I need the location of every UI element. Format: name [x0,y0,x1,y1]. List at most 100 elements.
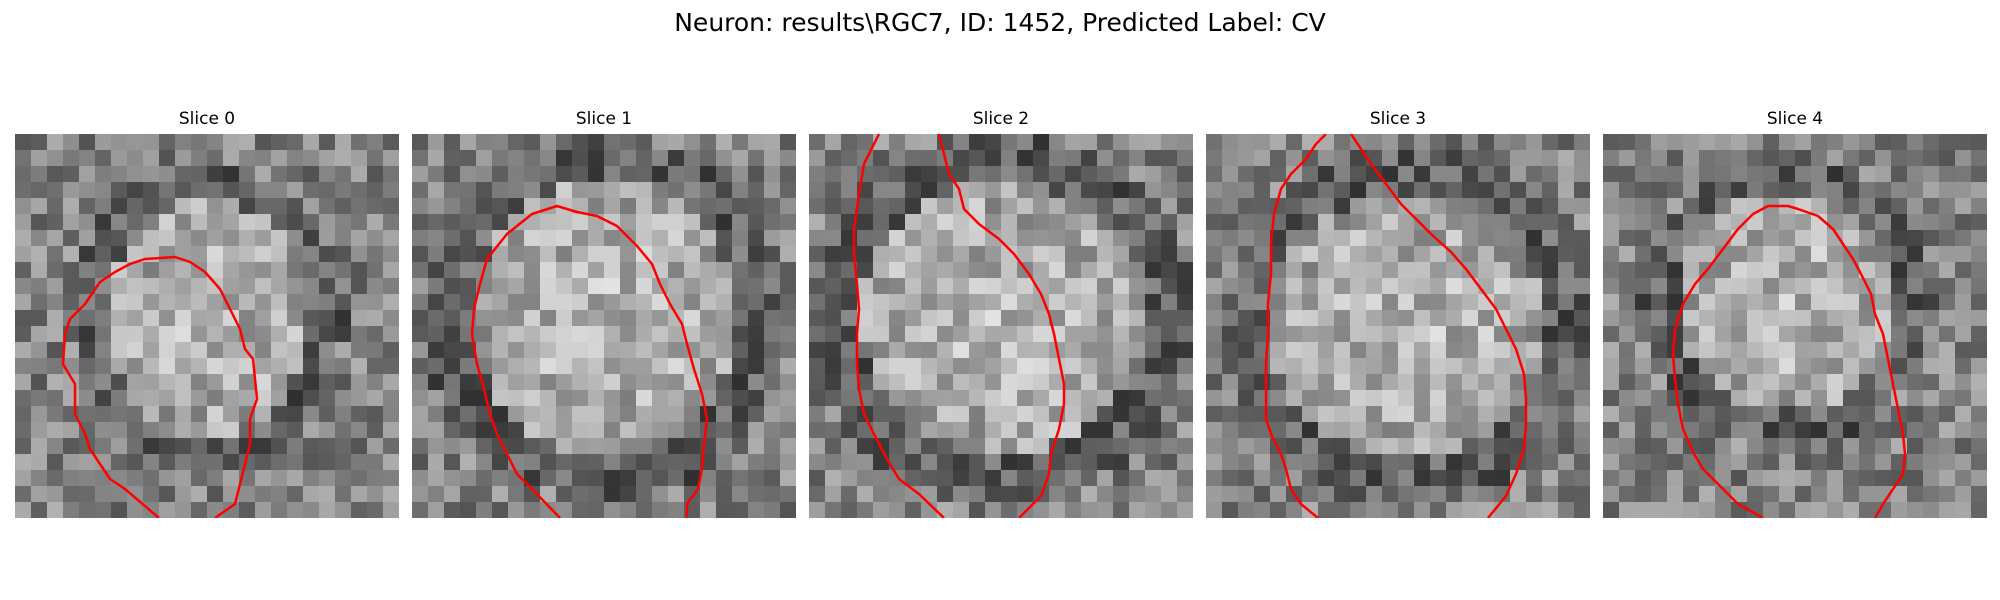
image-pixel [780,214,796,230]
image-pixel [79,246,95,262]
image-pixel [1603,182,1619,198]
image-pixel [1907,294,1923,310]
image-pixel [47,166,63,182]
image-pixel [1795,182,1811,198]
image-pixel [873,326,889,342]
image-pixel [1510,310,1526,326]
image-pixel [159,406,175,422]
image-pixel [1955,262,1971,278]
image-pixel [412,438,428,454]
image-pixel [1763,278,1779,294]
image-pixel [175,502,191,518]
image-pixel [1033,310,1049,326]
image-pixel [1177,198,1193,214]
image-pixel [905,182,921,198]
image-pixel [47,438,63,454]
image-pixel [841,470,857,486]
image-pixel [1574,374,1590,390]
image-pixel [1875,262,1891,278]
image-pixel [31,214,47,230]
image-pixel [31,166,47,182]
image-pixel [476,358,492,374]
image-pixel [588,230,604,246]
image-pixel [1859,134,1875,150]
image-pixel [1033,502,1049,518]
image-pixel [969,134,985,150]
image-pixel [1350,166,1366,182]
image-pixel [1145,310,1161,326]
image-pixel [652,294,668,310]
image-pixel [873,230,889,246]
image-pixel [921,214,937,230]
image-pixel [1859,422,1875,438]
image-pixel [985,150,1001,166]
image-pixel [588,390,604,406]
image-pixel [1811,438,1827,454]
image-pixel [1001,454,1017,470]
image-pixel [111,406,127,422]
image-pixel [825,246,841,262]
image-pixel [159,246,175,262]
image-pixel [271,486,287,502]
image-pixel [857,374,873,390]
image-pixel [921,134,937,150]
image-pixel [95,166,111,182]
image-pixel [1318,390,1334,406]
image-pixel [1414,294,1430,310]
image-pixel [1971,438,1987,454]
image-pixel [1145,390,1161,406]
image-pixel [1001,310,1017,326]
image-pixel [1430,390,1446,406]
image-pixel [175,438,191,454]
image-pixel [1494,358,1510,374]
image-pixel [1254,358,1270,374]
image-pixel [1542,502,1558,518]
image-pixel [31,230,47,246]
image-pixel [1923,374,1939,390]
image-pixel [1494,374,1510,390]
image-pixel [1350,246,1366,262]
image-pixel [889,454,905,470]
image-pixel [809,406,825,422]
image-pixel [223,182,239,198]
image-pixel [873,198,889,214]
image-pixel [556,502,572,518]
image-pixel [1238,406,1254,422]
image-pixel [921,390,937,406]
image-pixel [764,198,780,214]
image-pixel [1001,374,1017,390]
image-pixel [1651,358,1667,374]
image-pixel [111,166,127,182]
image-pixel [825,406,841,422]
image-pixel [825,342,841,358]
image-pixel [1001,198,1017,214]
image-pixel [1081,342,1097,358]
image-pixel [668,294,684,310]
image-pixel [1574,358,1590,374]
image-pixel [1619,246,1635,262]
image-pixel [1875,294,1891,310]
image-pixel [1635,374,1651,390]
image-pixel [652,198,668,214]
image-pixel [732,182,748,198]
image-pixel [1318,406,1334,422]
image-pixel [1238,310,1254,326]
image-pixel [1270,374,1286,390]
image-pixel [95,422,111,438]
image-pixel [15,422,31,438]
image-pixel [1667,198,1683,214]
image-pixel [127,134,143,150]
image-pixel [127,406,143,422]
image-pixel [1286,438,1302,454]
image-pixel [1763,214,1779,230]
image-pixel [1955,278,1971,294]
image-pixel [95,134,111,150]
image-pixel [1302,278,1318,294]
image-pixel [1891,358,1907,374]
image-pixel [524,486,540,502]
image-pixel [63,278,79,294]
image-pixel [1113,374,1129,390]
image-pixel [841,262,857,278]
image-pixel [351,342,367,358]
image-pixel [732,422,748,438]
